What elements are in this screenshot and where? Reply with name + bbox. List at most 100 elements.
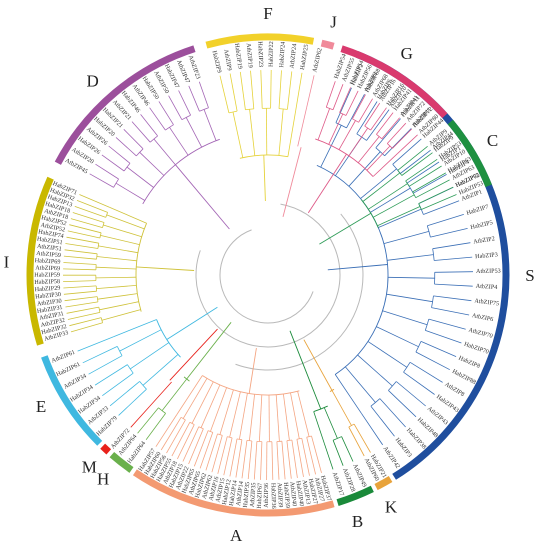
subclade-stem	[109, 207, 147, 224]
leaf-branch	[392, 138, 422, 165]
leaf-branch	[434, 283, 473, 287]
subclade-arc	[97, 243, 100, 249]
leaf-branch	[63, 268, 96, 271]
group-label-g: G	[401, 44, 413, 63]
leaf-branch	[123, 129, 144, 150]
clade-stem	[136, 266, 195, 271]
subclade-arc	[403, 362, 411, 373]
leaf-label: AtbZIP59	[36, 250, 61, 259]
group-label-j: J	[330, 12, 337, 31]
subclade-arc	[96, 296, 99, 302]
subclade-stem	[148, 381, 172, 408]
subclade-stem	[283, 393, 290, 441]
subclade-stem	[142, 354, 179, 386]
leaf-branch	[381, 117, 400, 140]
subclade-stem	[119, 329, 162, 352]
subclade-arc	[339, 112, 347, 116]
leaf-branch	[253, 441, 258, 480]
clade-stem	[169, 328, 218, 381]
leaf-branch	[286, 440, 292, 479]
leaf-branch	[130, 406, 150, 428]
leaf-label: AtbZIP42	[382, 445, 402, 469]
subclade-stem	[113, 319, 157, 338]
subclade-arc	[426, 225, 431, 238]
subclade-arc	[100, 317, 103, 323]
leaf-branch	[250, 70, 255, 109]
group-labels: S K B A HM E I D F J G C	[4, 4, 535, 545]
leaf-branch	[74, 206, 106, 218]
leaf-branch	[63, 285, 97, 289]
subclade-stem	[357, 354, 393, 387]
leaf-label: HabZIP40	[294, 480, 305, 507]
leaf-label: HabZIP31	[36, 304, 63, 315]
group-arc-d	[54, 45, 196, 165]
leaf-branch	[155, 414, 178, 447]
leaf-label: HabZIP67	[256, 483, 264, 509]
leaf-branch	[69, 317, 102, 327]
leaf-label: AtbZIP69	[35, 264, 60, 272]
leaf-branch	[109, 381, 140, 407]
leaf-branch	[415, 351, 450, 371]
leaf-label: AtbZIP53	[476, 268, 501, 275]
leaf-branch	[332, 440, 344, 466]
clade-arc	[135, 223, 148, 312]
leaf-label: AtbZIP75	[474, 297, 499, 307]
leaf-branch	[69, 224, 102, 234]
group-label-d: D	[87, 71, 99, 90]
subclade-arc	[189, 421, 195, 425]
leaf-branch	[188, 428, 204, 465]
leaf-branch	[88, 355, 123, 375]
subclade-stem	[372, 153, 398, 177]
leaf-branch	[205, 433, 218, 471]
clade-stem	[319, 212, 372, 245]
group-arc-c	[447, 119, 492, 188]
group-arc-f	[205, 33, 315, 49]
subclade-stem	[362, 172, 401, 202]
leaf-branch	[421, 194, 457, 210]
leaf-label: HabZIP70	[463, 341, 490, 356]
leaf-branch	[420, 341, 457, 357]
leaf-branch	[76, 200, 108, 213]
subclade-stem	[377, 206, 421, 227]
leaf-label: HabZIP12	[221, 479, 233, 506]
leaf-branch	[325, 81, 336, 108]
subclade-stem	[191, 381, 214, 424]
leaf-branch	[67, 230, 100, 239]
leaf-branch	[217, 436, 228, 474]
leaf-branch	[352, 94, 366, 119]
leaf-branch	[199, 432, 214, 469]
leaf-branch	[405, 158, 438, 182]
subclade-stem	[323, 407, 338, 439]
subclade-arc	[296, 437, 302, 440]
subclade-arc	[116, 346, 123, 356]
leaf-branch	[70, 322, 103, 333]
leaf-label: AtbZIP70	[468, 327, 494, 340]
subclade-arc	[424, 318, 430, 331]
leaf-branch	[356, 101, 378, 135]
leaf-label: AtbZIP40	[288, 481, 298, 506]
leaf-branch	[348, 426, 365, 457]
leaf-label: AtbZIP17	[331, 471, 345, 497]
subclade-stem	[378, 208, 422, 228]
leaf-label: HabZIP24	[278, 42, 287, 68]
leaf-branch	[182, 426, 200, 462]
subclade-stem	[229, 391, 241, 438]
subclade-stem	[129, 342, 170, 370]
group-label-f: F	[263, 4, 272, 23]
leaf-branch	[353, 423, 371, 453]
leaf-branch	[376, 112, 394, 135]
leaf-label: HabZIP9	[211, 50, 223, 74]
clade-stem	[327, 264, 388, 271]
subclade-stem	[386, 293, 433, 303]
leaf-branch	[427, 214, 464, 227]
subclade-stem	[96, 285, 137, 289]
subclade-stem	[383, 231, 430, 244]
leaf-label: HabZIP3	[475, 251, 498, 260]
leaf-branch	[434, 271, 474, 273]
subclade-stem	[232, 111, 244, 158]
leaf-branch	[66, 306, 99, 314]
leaf-branch	[409, 361, 443, 383]
leaf-branch	[397, 145, 428, 171]
subclade-arc	[348, 423, 355, 428]
